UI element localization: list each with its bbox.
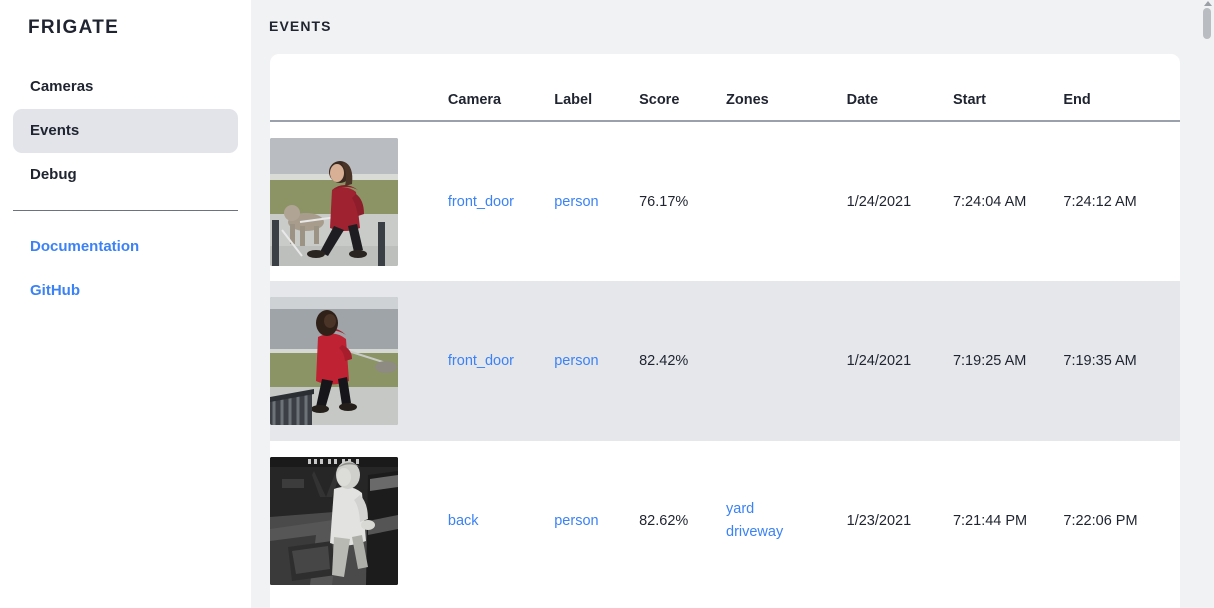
sidebar-item-cameras[interactable]: Cameras: [13, 65, 238, 109]
events-card: Camera Label Score Zones Date Start End: [270, 54, 1180, 608]
event-start-cell: 7:21:44 PM: [952, 513, 1028, 529]
event-camera-link[interactable]: back: [447, 513, 479, 529]
column-header-label[interactable]: Label: [554, 54, 640, 122]
event-zones-cell: [726, 121, 847, 281]
table-row[interactable]: front_door person 82.42% 1/24/2021 7:19:…: [270, 281, 1180, 441]
event-date-cell: 1/23/2021: [846, 513, 912, 529]
sidebar-divider: [13, 210, 238, 211]
column-header-date[interactable]: Date: [846, 54, 953, 122]
events-table: Camera Label Score Zones Date Start End: [270, 54, 1180, 601]
event-camera-cell: front_door: [448, 121, 554, 281]
column-header-zones[interactable]: Zones: [726, 54, 847, 122]
event-thumbnail-image[interactable]: [270, 297, 398, 425]
event-end-cell: 7:22:06 PM: [1063, 513, 1138, 529]
event-score-cell: 82.42%: [639, 281, 726, 441]
table-header-row: Camera Label Score Zones Date Start End: [270, 54, 1180, 122]
column-header-thumbnail[interactable]: [270, 54, 448, 122]
event-score-cell: 82.62%: [639, 513, 689, 529]
table-head: Camera Label Score Zones Date Start End: [270, 54, 1180, 122]
event-label-cell: person: [554, 441, 639, 601]
event-label-link[interactable]: person: [554, 353, 599, 369]
column-header-camera[interactable]: Camera: [447, 54, 555, 122]
event-thumbnail-cell[interactable]: [270, 121, 448, 281]
column-header-score[interactable]: Score: [639, 54, 726, 122]
event-zone-link[interactable]: yard: [726, 500, 755, 517]
sidebar-link-github[interactable]: GitHub: [30, 282, 80, 299]
event-thumbnail-cell[interactable]: [270, 281, 448, 441]
sidebar-item-events[interactable]: Events: [13, 109, 238, 153]
event-zone-link[interactable]: driveway: [726, 524, 784, 540]
sidebar-external-links: Documentation GitHub: [0, 225, 251, 313]
vertical-scrollbar[interactable]: [1200, 0, 1214, 608]
event-label-link[interactable]: person: [554, 513, 599, 529]
event-thumbnail-cell[interactable]: [270, 441, 448, 601]
table-body: front_door person 76.17% 1/24/2021 7:24:…: [270, 121, 1180, 601]
event-camera-link[interactable]: front_door: [447, 353, 515, 369]
sidebar-item-debug[interactable]: Debug: [13, 153, 238, 197]
event-camera-link[interactable]: front_door: [447, 193, 515, 210]
event-start-cell: 7:24:04 AM: [952, 193, 1027, 210]
event-date-cell: 1/24/2021: [846, 281, 953, 441]
sidebar-item-label: Debug: [30, 166, 77, 183]
event-camera-cell: back: [448, 441, 554, 601]
vertical-scroll-thumb[interactable]: [1203, 8, 1211, 39]
brand-title: FRIGATE: [28, 17, 120, 38]
event-start-cell: 7:19:25 AM: [952, 281, 1064, 441]
event-zones-cell: yard driveway: [726, 441, 847, 601]
sidebar-link-documentation[interactable]: Documentation: [30, 238, 140, 255]
event-thumbnail-image[interactable]: [270, 457, 398, 585]
table-row[interactable]: back person 82.62% yard driveway 1/23/202…: [270, 441, 1180, 601]
page-title: EVENTS: [269, 18, 332, 34]
sidebar: FRIGATE Cameras Events Debug Documentati…: [0, 0, 251, 608]
event-end-cell: 7:19:35 AM: [1063, 281, 1180, 441]
event-thumbnail-image[interactable]: [270, 137, 398, 266]
event-score-cell: 76.17%: [639, 193, 689, 210]
scroll-up-arrow-icon[interactable]: [1204, 1, 1212, 6]
event-label-cell: person: [554, 281, 640, 441]
sidebar-nav: Cameras Events Debug: [0, 65, 251, 197]
event-end-cell: 7:24:12 AM: [1063, 193, 1137, 210]
table-row[interactable]: front_door person 76.17% 1/24/2021 7:24:…: [270, 121, 1180, 281]
main-content: EVENTS Camera Label Score Zones Date Sta…: [251, 0, 1214, 608]
column-header-start[interactable]: Start: [952, 54, 1064, 122]
event-label-cell: person: [554, 121, 639, 281]
event-camera-cell: front_door: [447, 281, 555, 441]
event-zones-cell: [726, 281, 847, 441]
event-label-link[interactable]: person: [554, 193, 599, 210]
sidebar-item-label: Cameras: [30, 78, 94, 95]
column-header-end[interactable]: End: [1063, 54, 1180, 122]
event-zones-list: yard driveway: [726, 498, 847, 545]
sidebar-item-label: Events: [30, 122, 80, 139]
event-date-cell: 1/24/2021: [846, 193, 912, 210]
